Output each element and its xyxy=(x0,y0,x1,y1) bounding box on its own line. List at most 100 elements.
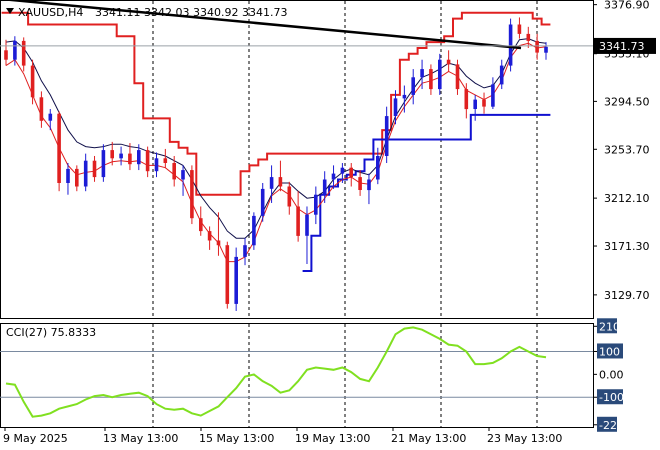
candle-body-0 xyxy=(4,50,8,60)
candle-body-12 xyxy=(110,150,114,159)
price-tick-label-3: 3253.70 xyxy=(604,143,650,156)
candle-61 xyxy=(544,42,548,60)
candle-body-13 xyxy=(119,153,123,159)
candle-body-1 xyxy=(13,40,17,60)
candle-body-57 xyxy=(508,24,513,66)
candle-body-58 xyxy=(517,24,522,34)
candle-28 xyxy=(252,212,256,250)
candle-56 xyxy=(499,59,504,90)
candle-47 xyxy=(420,59,424,90)
candle-body-32 xyxy=(287,186,292,207)
candle-53 xyxy=(473,94,477,121)
candle-52 xyxy=(464,83,469,119)
candle-14 xyxy=(128,143,132,171)
candle-25 xyxy=(225,241,230,309)
candle-6 xyxy=(57,111,61,192)
price-tick-label-0: 3376.90 xyxy=(604,0,650,12)
candle-body-50 xyxy=(446,59,451,65)
candle-body-25 xyxy=(225,245,230,304)
lower-band-line xyxy=(302,113,551,272)
ma-slow-line xyxy=(5,38,547,239)
candle-12 xyxy=(110,141,114,166)
candle-body-4 xyxy=(39,97,44,121)
price-panel-frame xyxy=(0,0,594,319)
candle-48 xyxy=(429,64,433,95)
candle-body-28 xyxy=(252,215,256,246)
candle-body-59 xyxy=(526,33,531,41)
time-axis: 9 May 2025 13 May 13:00 15 May 13:00 19 May… xyxy=(3,427,562,445)
candle-1 xyxy=(13,36,17,66)
cci-tick-label-3: -100 xyxy=(599,391,624,404)
candle-body-27 xyxy=(243,245,247,257)
trendline xyxy=(0,0,522,50)
candle-55 xyxy=(491,77,495,110)
candle-5 xyxy=(48,109,53,131)
ma-fast-line xyxy=(5,42,547,263)
candle-body-38 xyxy=(340,167,345,174)
candle-46 xyxy=(411,69,415,105)
cci-line xyxy=(5,326,547,418)
candle-7 xyxy=(66,163,70,195)
candle-0 xyxy=(4,39,8,66)
price-tick-label-2: 3294.50 xyxy=(604,95,650,108)
candle-body-22 xyxy=(199,218,203,232)
candle-54 xyxy=(482,92,486,114)
candle-body-10 xyxy=(92,160,97,178)
candle-59 xyxy=(526,26,531,48)
candle-body-45 xyxy=(402,94,407,99)
candle-35 xyxy=(314,186,318,225)
cci-label: CCI(27) 75.8333 xyxy=(6,326,96,339)
candles xyxy=(4,17,548,311)
candle-2 xyxy=(21,37,26,72)
candle-37 xyxy=(331,165,336,189)
candle-body-49 xyxy=(438,59,442,90)
candle-body-48 xyxy=(429,69,433,90)
cci-tick-badge-4 xyxy=(597,416,617,432)
upper-band-line xyxy=(1,11,551,196)
candle-4 xyxy=(39,91,44,128)
candle-58 xyxy=(517,17,522,39)
candle-body-5 xyxy=(48,113,53,121)
time-grid xyxy=(152,1,538,427)
candle-body-34 xyxy=(305,214,309,236)
candle-body-33 xyxy=(296,206,300,236)
candle-body-35 xyxy=(314,194,318,215)
candle-44 xyxy=(393,90,398,125)
candle-41 xyxy=(367,173,371,205)
collapse-triangle-icon[interactable] xyxy=(6,8,14,14)
time-tick-label-0: 9 May 2025 xyxy=(3,432,68,445)
candle-body-51 xyxy=(455,64,460,90)
candle-body-9 xyxy=(83,160,88,187)
candle-31 xyxy=(278,160,283,192)
candle-body-20 xyxy=(181,170,185,180)
candle-body-52 xyxy=(464,89,469,110)
candle-15 xyxy=(137,144,141,171)
candle-20 xyxy=(181,165,185,196)
candle-body-8 xyxy=(75,168,79,187)
cci-panel-frame xyxy=(0,323,594,428)
candle-29 xyxy=(260,182,265,222)
candle-body-7 xyxy=(66,168,70,183)
candle-body-61 xyxy=(544,46,548,53)
cci-tick-label-0: 210.0171 xyxy=(599,320,652,333)
cci-tick-badge-0 xyxy=(597,318,617,334)
trendline-segment[interactable] xyxy=(0,0,522,50)
candle-body-23 xyxy=(207,231,212,241)
candle-22 xyxy=(199,206,203,236)
cci-series-line xyxy=(5,326,547,418)
candle-body-39 xyxy=(349,167,353,178)
candle-body-40 xyxy=(358,177,362,190)
candle-body-60 xyxy=(535,40,539,53)
candle-body-14 xyxy=(128,153,132,165)
candle-body-53 xyxy=(473,99,477,109)
candle-38 xyxy=(340,163,345,183)
cci-tick-badge-3 xyxy=(597,389,623,405)
candle-body-46 xyxy=(411,77,415,95)
candle-body-11 xyxy=(101,150,106,178)
chart-title: XAUUSD,H4 xyxy=(18,6,83,19)
candle-17 xyxy=(154,152,159,178)
time-tick-label-3: 19 May 13:00 xyxy=(295,432,370,445)
candle-body-24 xyxy=(216,240,221,246)
cci-tick-badge-1 xyxy=(597,343,623,359)
candle-8 xyxy=(75,165,79,192)
